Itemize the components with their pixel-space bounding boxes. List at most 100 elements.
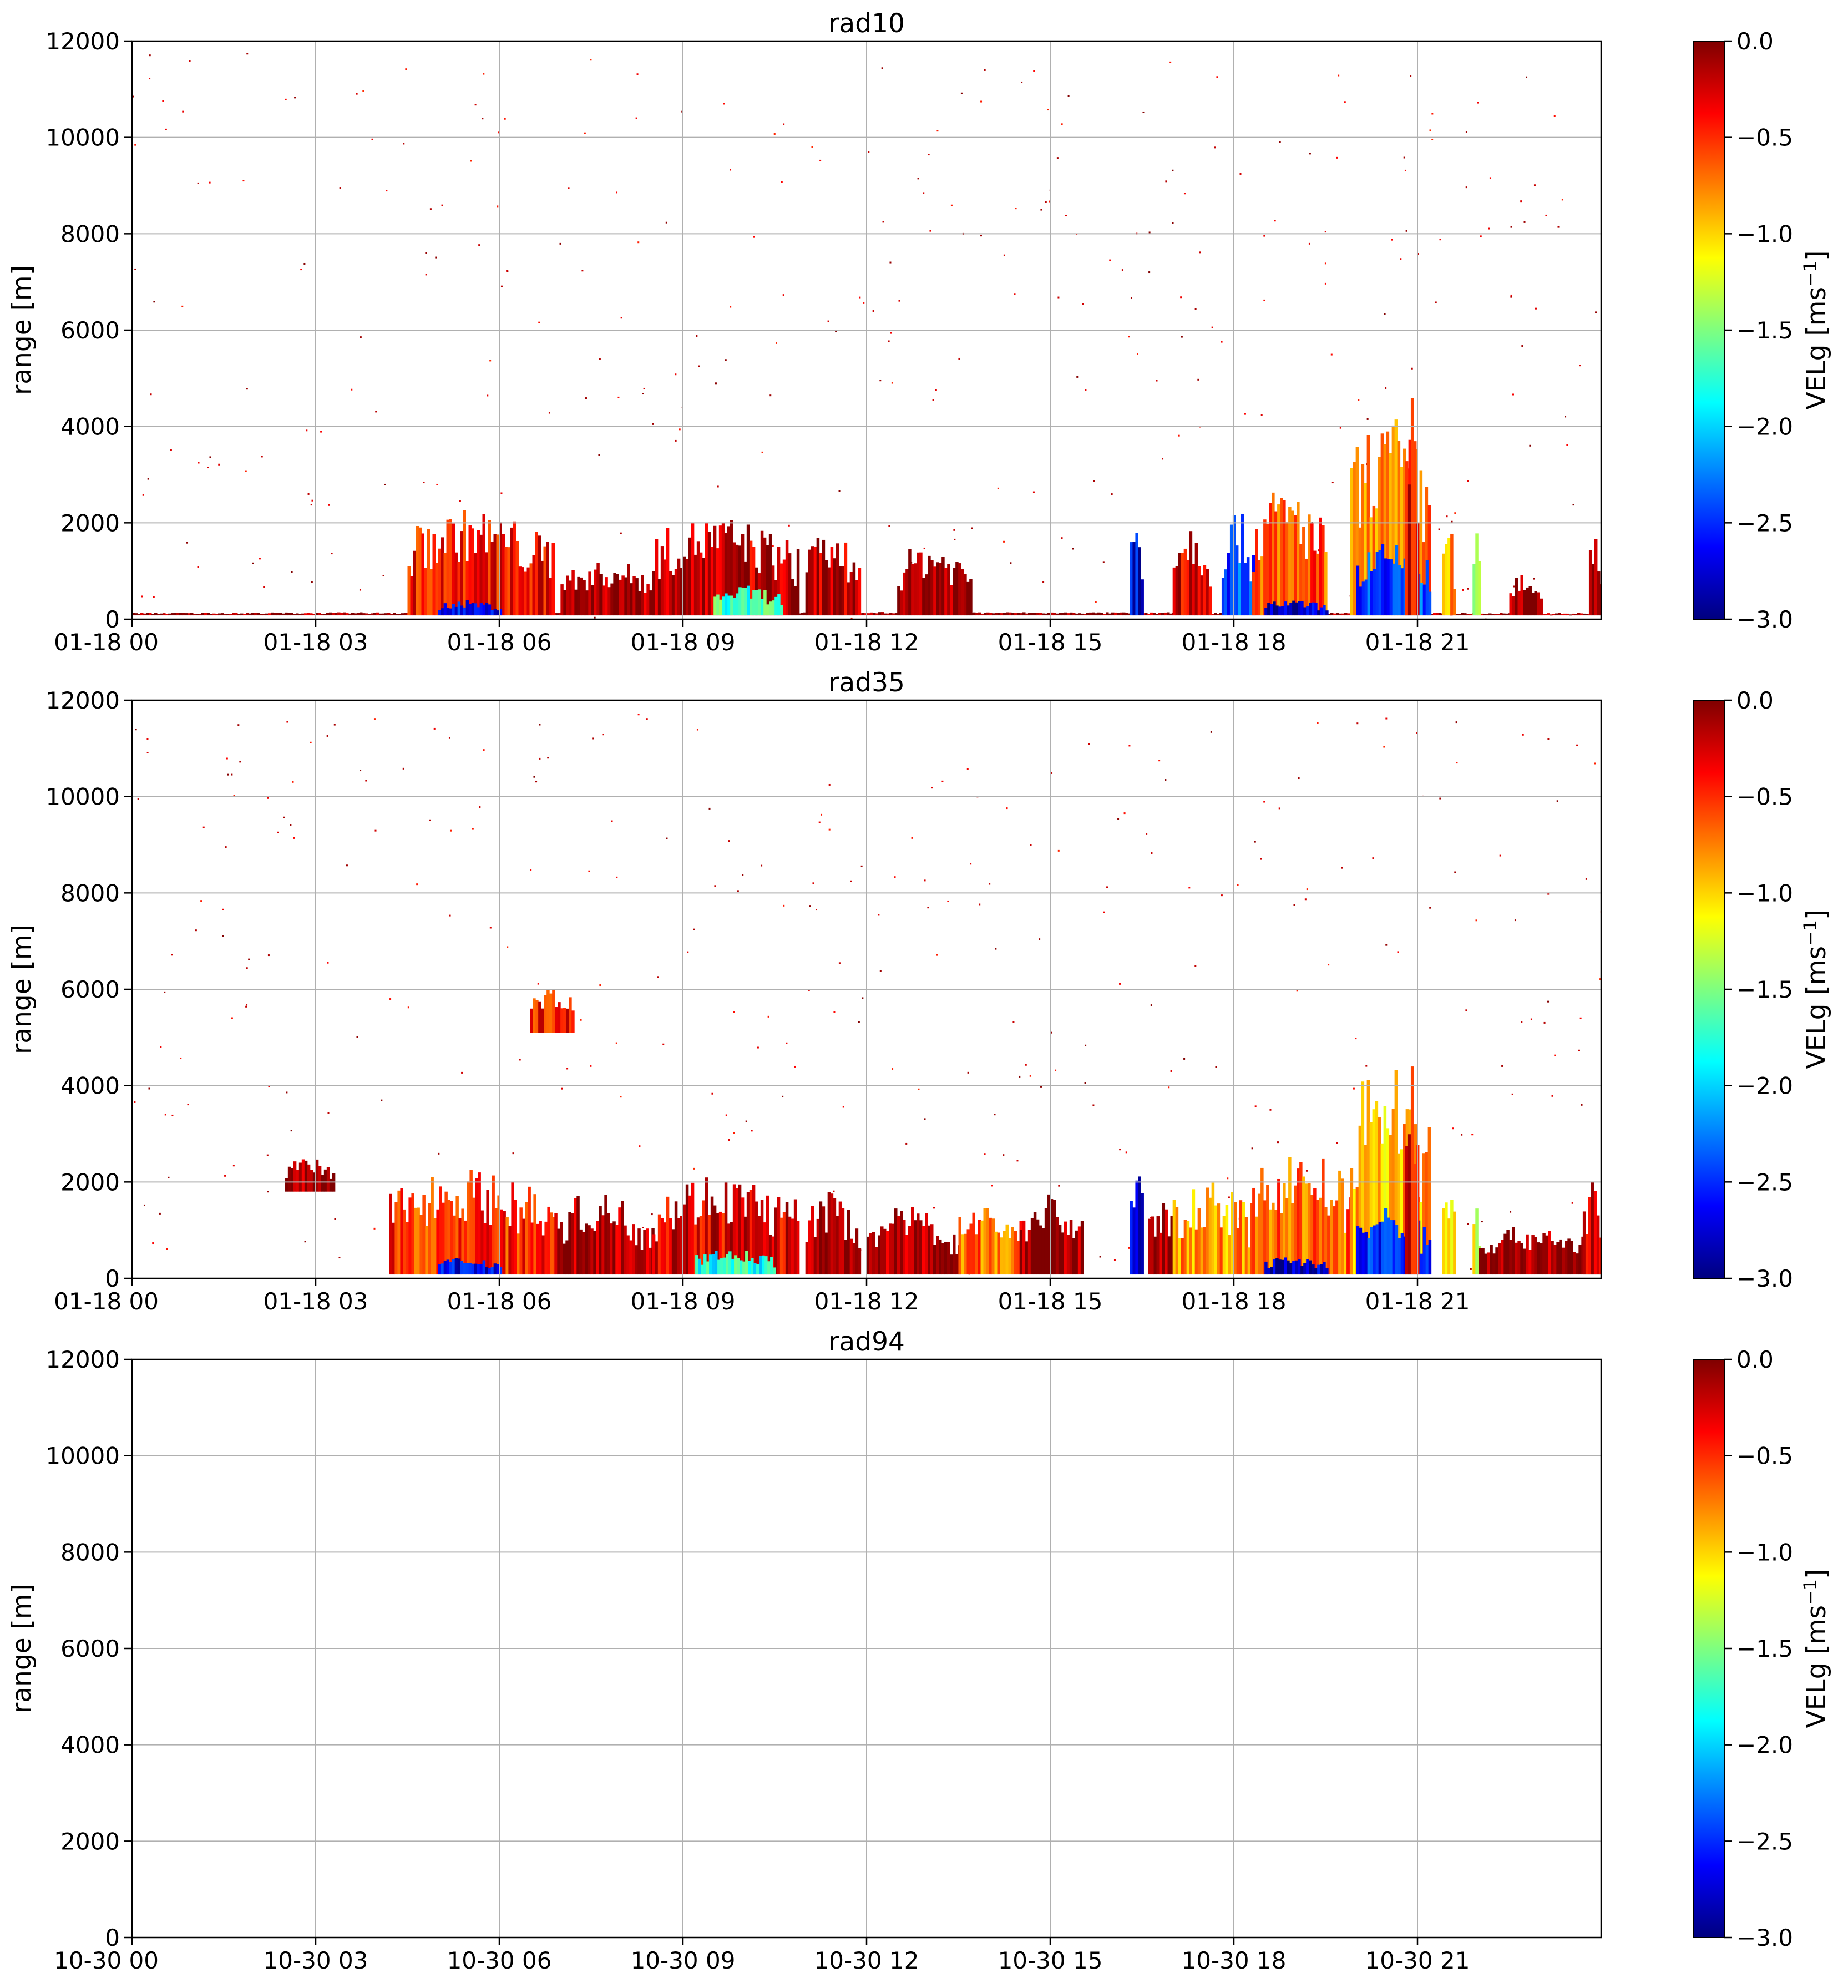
noise-pixel	[994, 1114, 996, 1116]
echo-strip	[1303, 607, 1307, 616]
echo-strip	[1052, 1200, 1056, 1275]
noise-pixel	[1065, 215, 1067, 217]
echo-strip	[530, 1008, 533, 1033]
echo-strip	[1219, 613, 1223, 616]
echo-strip	[1361, 464, 1365, 616]
echo-strip	[933, 1245, 936, 1275]
echo-strip	[1287, 1260, 1290, 1275]
echo-strip	[1316, 553, 1319, 616]
echo-strip	[816, 1218, 820, 1275]
noise-pixel	[386, 190, 388, 192]
echo-strip	[666, 1196, 670, 1275]
echo-strip	[1488, 613, 1492, 616]
noise-pixel	[407, 1006, 409, 1009]
noise-pixel	[911, 837, 913, 839]
echo-strip	[1034, 613, 1037, 616]
y-axis-label: range [m]	[7, 265, 37, 395]
noise-pixel	[304, 1241, 306, 1243]
noise-pixel	[1211, 326, 1213, 328]
echo-strip	[503, 1211, 506, 1275]
echo-strip	[1016, 1241, 1020, 1275]
echo-strip	[1436, 613, 1439, 616]
noise-pixel	[359, 589, 361, 591]
echo-strip	[414, 1207, 417, 1275]
echo-strip	[1472, 1224, 1476, 1275]
echo-strip	[1281, 1259, 1284, 1275]
noise-pixel	[164, 991, 166, 993]
echo-strip	[830, 547, 834, 616]
noise-pixel	[675, 439, 677, 442]
echo-strip	[1075, 1230, 1079, 1275]
noise-pixel	[519, 1059, 521, 1061]
echo-strip	[772, 600, 775, 616]
echo-strip	[1075, 613, 1079, 616]
noise-pixel	[1431, 113, 1434, 115]
echo-strip	[1577, 613, 1581, 616]
noise-pixel	[535, 781, 538, 783]
echo-strip	[637, 1228, 641, 1275]
echo-region	[805, 1192, 862, 1275]
echo-strip	[1346, 1209, 1350, 1275]
colorbar-label-base: VELg [ms	[1801, 1605, 1832, 1728]
echo-strip	[1403, 1124, 1406, 1275]
noise-pixel	[1221, 894, 1223, 897]
noise-pixel	[637, 714, 640, 716]
echo-strip	[733, 598, 736, 616]
echo-strip	[894, 1208, 898, 1275]
echo-strip	[819, 553, 823, 616]
echo-strip	[688, 1195, 692, 1275]
noise-pixel	[180, 1057, 182, 1059]
noise-pixel	[730, 306, 732, 308]
noise-pixel	[850, 880, 852, 882]
echo-strip	[1233, 1202, 1237, 1275]
noise-pixel	[1033, 70, 1035, 72]
echo-strip	[260, 614, 263, 616]
noise-pixel	[868, 151, 870, 153]
noise-pixel	[1210, 731, 1212, 733]
noise-pixel	[891, 382, 893, 384]
noise-pixel	[753, 236, 755, 238]
echo-strip	[966, 1229, 970, 1275]
echo-strip	[351, 613, 355, 616]
noise-pixel	[696, 335, 698, 337]
echo-strip	[663, 1222, 667, 1275]
noise-pixel	[905, 1142, 908, 1145]
echo-strip	[1141, 1193, 1144, 1275]
echo-strip	[728, 1251, 732, 1275]
echo-strip	[936, 562, 939, 616]
echo-strip	[953, 568, 956, 616]
echo-strip	[471, 528, 474, 616]
echo-strip	[404, 613, 407, 616]
noise-pixel	[374, 829, 377, 832]
echo-strip	[1372, 1109, 1376, 1275]
echo-strip	[716, 594, 720, 616]
echo-strip	[785, 1202, 789, 1275]
echo-strip	[176, 613, 180, 616]
echo-strip	[849, 571, 853, 616]
noise-pixel	[947, 900, 949, 902]
noise-pixel	[1304, 898, 1307, 901]
echo-strip	[1561, 614, 1564, 616]
echo-strip	[226, 614, 230, 616]
echo-strip	[777, 1197, 781, 1275]
echo-strip	[1291, 510, 1294, 616]
echo-strip	[713, 1205, 717, 1275]
echo-strip	[554, 613, 557, 616]
echo-strip	[318, 1166, 322, 1192]
noise-pixel	[616, 876, 618, 878]
noise-pixel	[1556, 800, 1558, 802]
noise-pixel	[1451, 520, 1453, 523]
echo-strip	[1064, 1221, 1067, 1275]
echo-strip	[532, 555, 535, 616]
echo-strip	[454, 552, 458, 616]
echo-strip	[1197, 566, 1201, 616]
echo-strip	[621, 1201, 624, 1275]
echo-strip	[1055, 1217, 1059, 1275]
echo-strip	[847, 582, 850, 616]
echo-strip	[1192, 1189, 1196, 1275]
echo-strip	[1389, 559, 1393, 616]
noise-pixel	[1279, 141, 1281, 143]
echo-strip	[529, 563, 533, 616]
noise-pixel	[991, 1185, 993, 1187]
echo-strip	[1364, 1145, 1368, 1275]
